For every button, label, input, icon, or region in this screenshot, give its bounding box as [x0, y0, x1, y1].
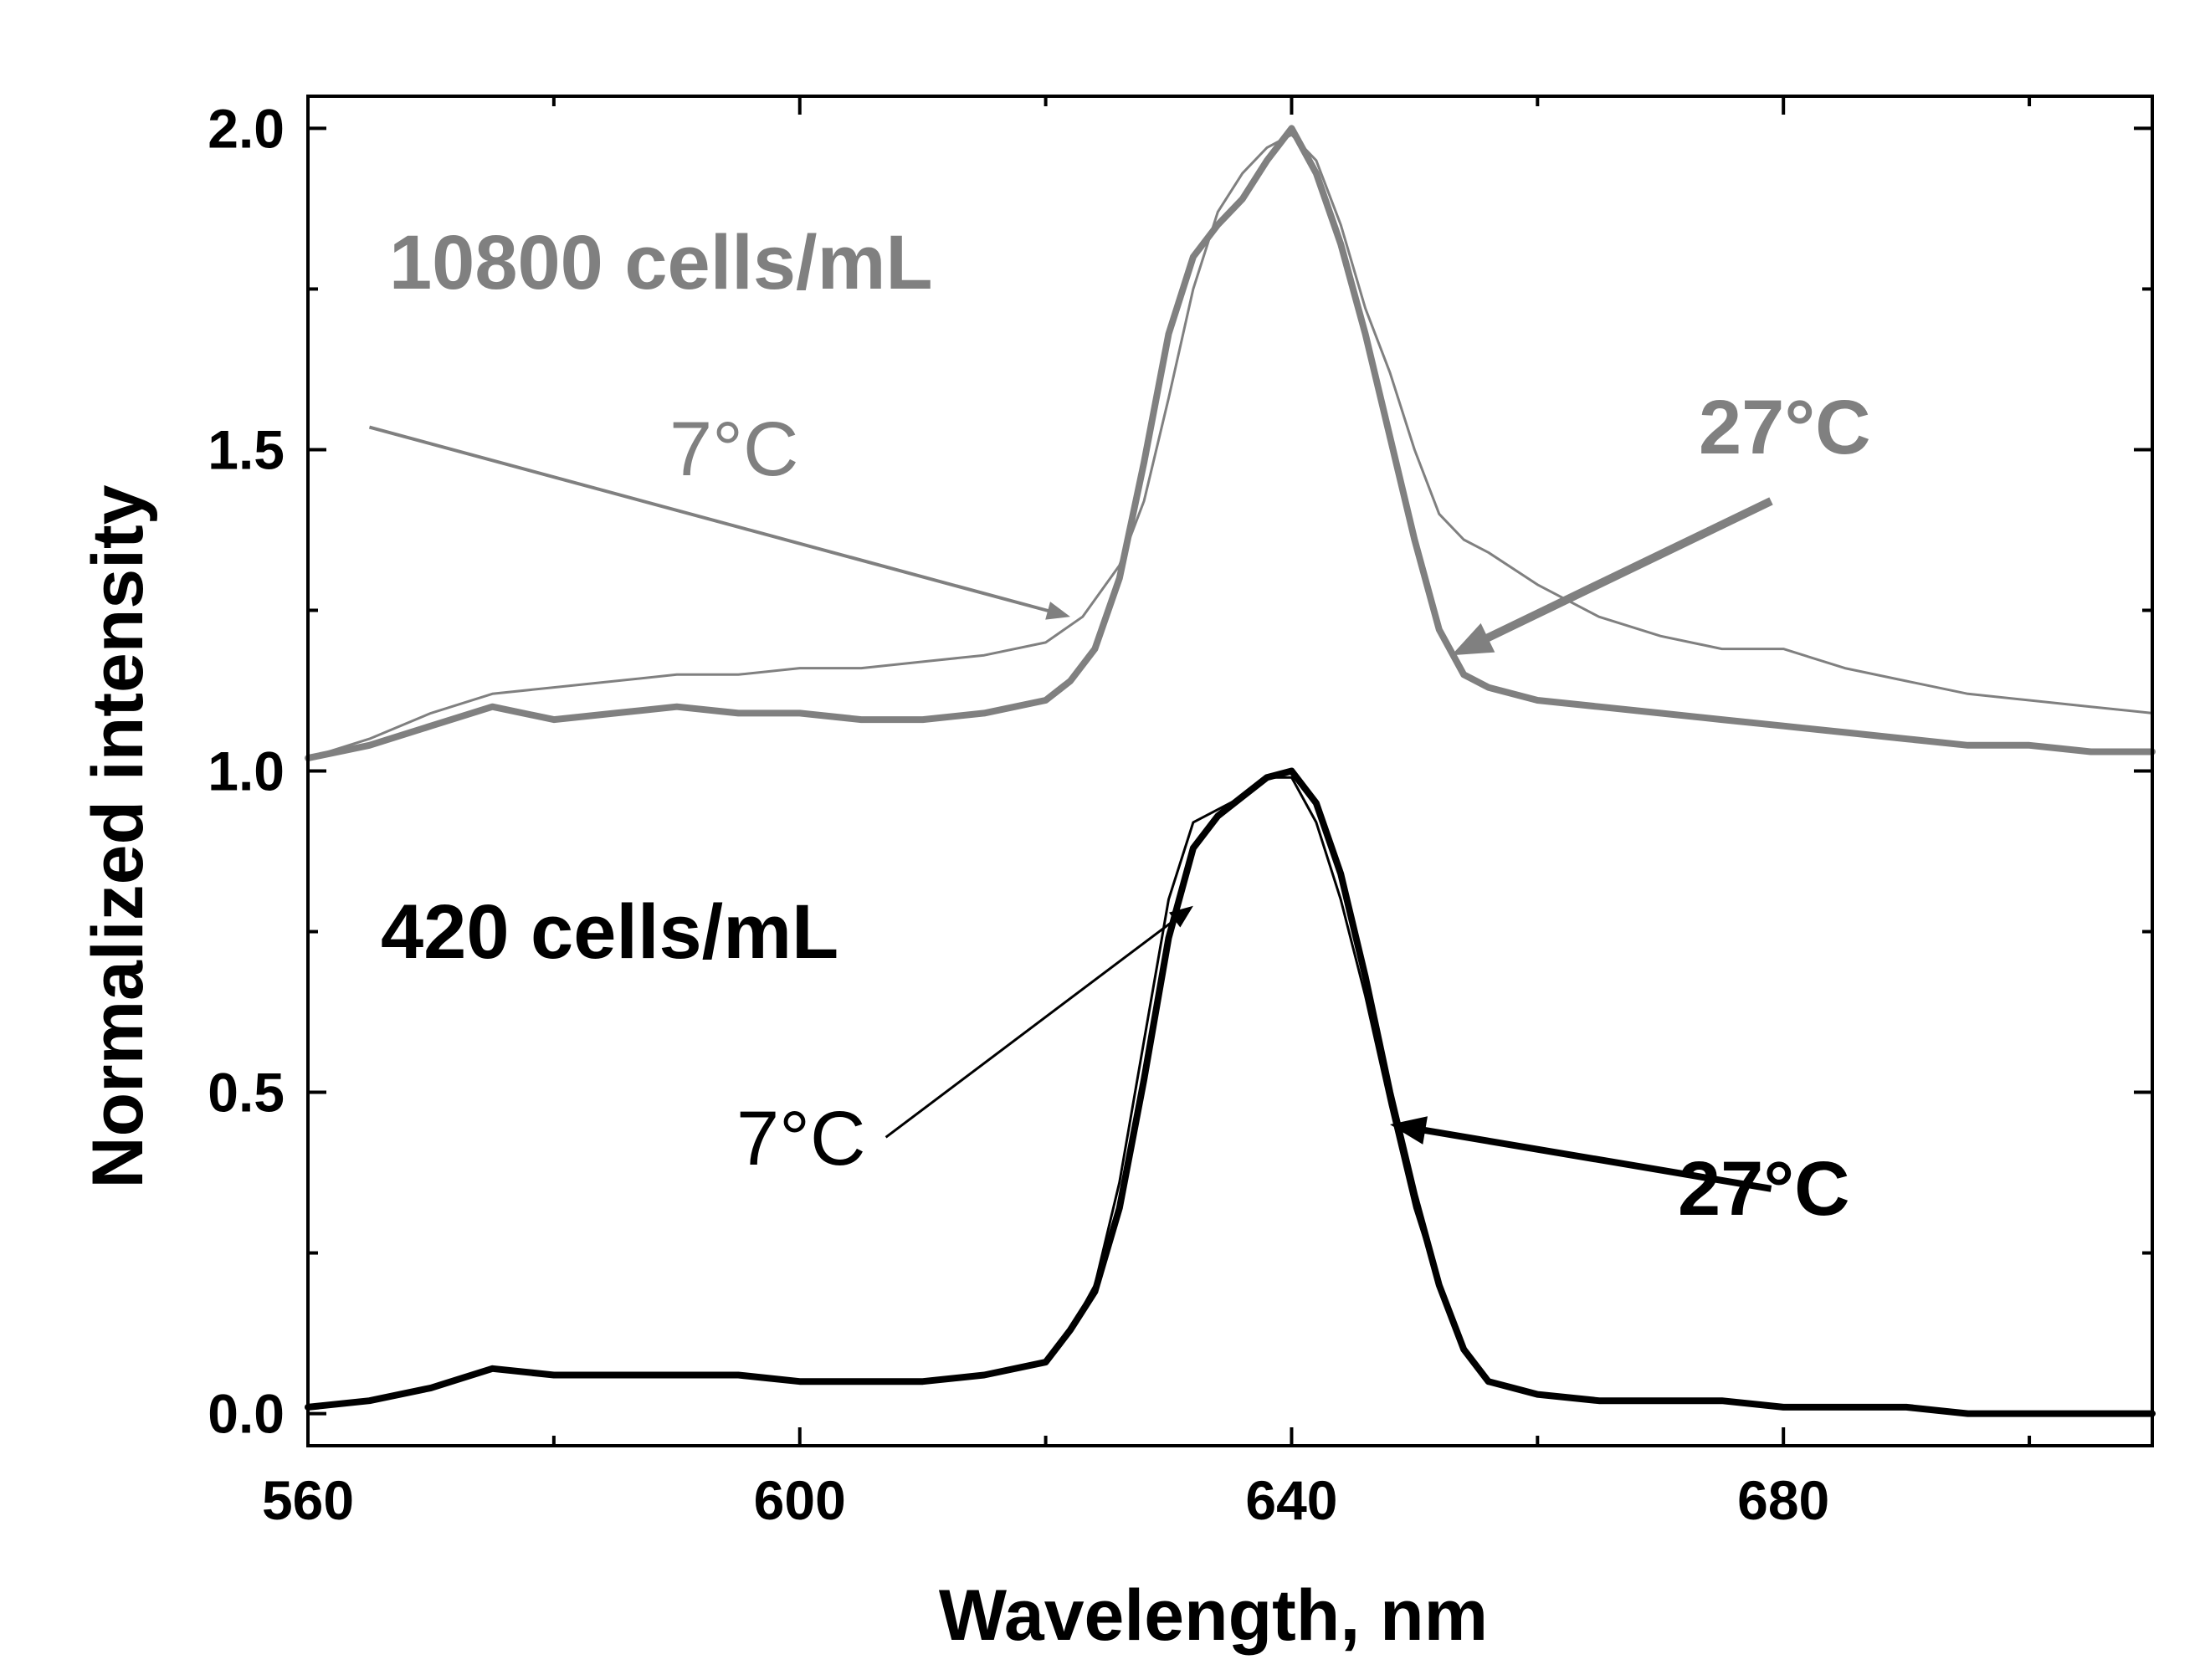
series-line-420-cells-ml-7-c: [306, 776, 2154, 1416]
y-tick-label: 1.5: [208, 418, 285, 480]
x-axis-title: Wavelength, nm: [939, 1575, 1488, 1656]
temp-label-10800-7c: 7°C: [669, 407, 798, 492]
x-tick-label: 680: [1737, 1469, 1829, 1531]
x-tick-label: 640: [1245, 1469, 1337, 1531]
series-line-10800-cells-ml-7-c: [306, 133, 2154, 760]
arrow-420-7c-shaft: [885, 917, 1177, 1139]
arrow-10800-27c-head: [1451, 622, 1495, 656]
x-tick-label: 600: [754, 1469, 846, 1531]
arrow-10800-27c-shaft: [1483, 497, 1773, 643]
y-axis-title: Normalized intensity: [78, 484, 158, 1188]
y-tick-label: 0.0: [208, 1383, 285, 1445]
arrow-10800-7c-head: [1045, 602, 1070, 620]
arrow-10800-7c-shaft: [368, 425, 1050, 613]
temp-label-10800-27c: 27°C: [1699, 385, 1871, 470]
y-tick-label: 2.0: [208, 97, 285, 159]
series-line-10800-cells-ml-27-c: [305, 125, 2156, 762]
group-label-420: 420 cells/mL: [381, 889, 838, 975]
annotation-arrows: [368, 425, 1773, 1192]
x-tick-label: 560: [262, 1469, 354, 1531]
series-layer: [305, 125, 2156, 1417]
series-line-420-cells-ml-27-c: [305, 767, 2156, 1417]
arrow-420-27c-head: [1390, 1116, 1428, 1145]
temp-label-420-7c: 7°C: [736, 1096, 865, 1181]
y-tick-label: 0.5: [208, 1062, 285, 1124]
axis-ticks: 560 600 640 680 0.0 0.5 1.0 1.5 2.0: [208, 96, 2152, 1531]
arrow-420-27c-shaft: [1421, 1126, 1772, 1192]
temp-label-420-27c: 27°C: [1678, 1146, 1850, 1232]
group-label-10800: 10800 cells/mL: [389, 220, 933, 305]
y-tick-label: 1.0: [208, 740, 285, 802]
arrow-420-7c-head: [1168, 905, 1193, 928]
